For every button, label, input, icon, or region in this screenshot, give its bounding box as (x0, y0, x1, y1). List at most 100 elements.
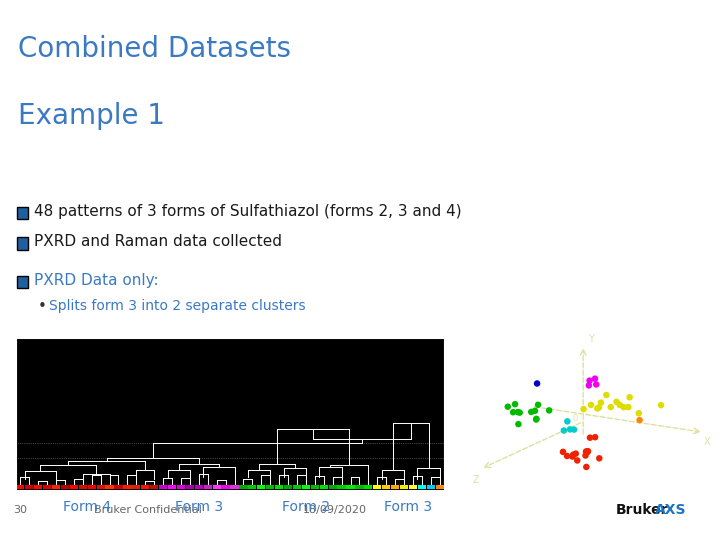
Text: Splits form 3 into 2 separate clusters: Splits form 3 into 2 separate clusters (49, 299, 305, 313)
Bar (230, 485, 238, 489)
Point (570, 449, 582, 458)
Point (580, 463, 592, 471)
Point (529, 407, 541, 415)
Text: AXS: AXS (655, 503, 687, 517)
Point (558, 426, 570, 435)
Bar (248, 485, 256, 489)
Bar (391, 485, 400, 489)
Point (589, 374, 600, 383)
Point (514, 408, 526, 417)
Bar (141, 485, 149, 489)
Bar (168, 485, 176, 489)
Bar (311, 485, 319, 489)
Point (562, 451, 573, 460)
Text: X: X (703, 437, 711, 447)
Bar (78, 485, 87, 489)
Point (582, 448, 593, 456)
Text: Form 3: Form 3 (384, 500, 433, 514)
Bar (60, 485, 69, 489)
Bar (34, 485, 42, 489)
Bar (16, 485, 24, 489)
Bar (159, 485, 167, 489)
Point (595, 399, 607, 407)
Bar (320, 485, 328, 489)
Text: Bruker: Bruker (616, 503, 668, 517)
Point (544, 406, 555, 415)
Point (605, 403, 616, 411)
Point (512, 408, 523, 416)
Text: Form 2: Form 2 (282, 500, 330, 514)
Bar (275, 485, 283, 489)
Bar (96, 485, 104, 489)
Bar (212, 485, 221, 489)
Bar (25, 485, 33, 489)
Point (584, 376, 595, 385)
Point (590, 380, 602, 389)
Text: •: • (37, 299, 46, 314)
Bar (284, 485, 292, 489)
Point (600, 391, 612, 400)
Bar (222, 485, 230, 489)
Point (582, 447, 594, 456)
Point (592, 404, 603, 413)
Bar (427, 485, 435, 489)
Point (593, 454, 605, 463)
Point (532, 401, 544, 409)
Bar (364, 485, 372, 489)
Bar (194, 485, 203, 489)
Point (508, 408, 519, 416)
Text: Combined Datasets: Combined Datasets (18, 35, 291, 63)
Bar (204, 485, 212, 489)
Point (531, 415, 542, 424)
Point (557, 448, 569, 456)
Bar (123, 485, 132, 489)
Point (611, 397, 622, 406)
Text: 0: 0 (573, 414, 578, 423)
Point (502, 402, 513, 411)
Point (531, 415, 542, 423)
FancyBboxPatch shape (17, 275, 28, 288)
Point (572, 456, 583, 465)
Point (583, 381, 595, 390)
Point (618, 403, 629, 411)
Bar (382, 485, 390, 489)
Text: Z: Z (473, 475, 480, 485)
Bar (239, 485, 248, 489)
Bar (257, 485, 266, 489)
Bar (105, 485, 114, 489)
Bar (132, 485, 140, 489)
Bar (302, 485, 310, 489)
Bar (88, 485, 96, 489)
Text: Bruker Confidential: Bruker Confidential (94, 505, 202, 515)
Text: Form 4: Form 4 (63, 500, 112, 514)
FancyBboxPatch shape (17, 207, 28, 219)
Text: Example 1: Example 1 (18, 102, 165, 130)
Point (614, 401, 626, 409)
Point (509, 400, 521, 408)
Point (590, 433, 601, 442)
Bar (177, 485, 185, 489)
Text: Y: Y (588, 334, 594, 344)
Bar (373, 485, 382, 489)
Bar (338, 485, 346, 489)
Bar (293, 485, 301, 489)
Point (578, 404, 590, 413)
Bar (328, 485, 337, 489)
Bar (70, 485, 78, 489)
Bar (52, 485, 60, 489)
Bar (150, 485, 158, 489)
Point (584, 434, 595, 442)
Bar (418, 485, 426, 489)
Bar (346, 485, 355, 489)
Point (585, 401, 597, 409)
Bar (186, 485, 194, 489)
Bar (356, 485, 364, 489)
Text: PXRD and Raman data collected: PXRD and Raman data collected (34, 234, 282, 249)
Bar (43, 485, 51, 489)
Text: PXRD Data only:: PXRD Data only: (34, 273, 158, 288)
Point (655, 401, 667, 409)
Point (526, 408, 537, 416)
Point (567, 450, 579, 459)
Text: Form 3: Form 3 (175, 500, 223, 514)
Point (580, 447, 592, 456)
